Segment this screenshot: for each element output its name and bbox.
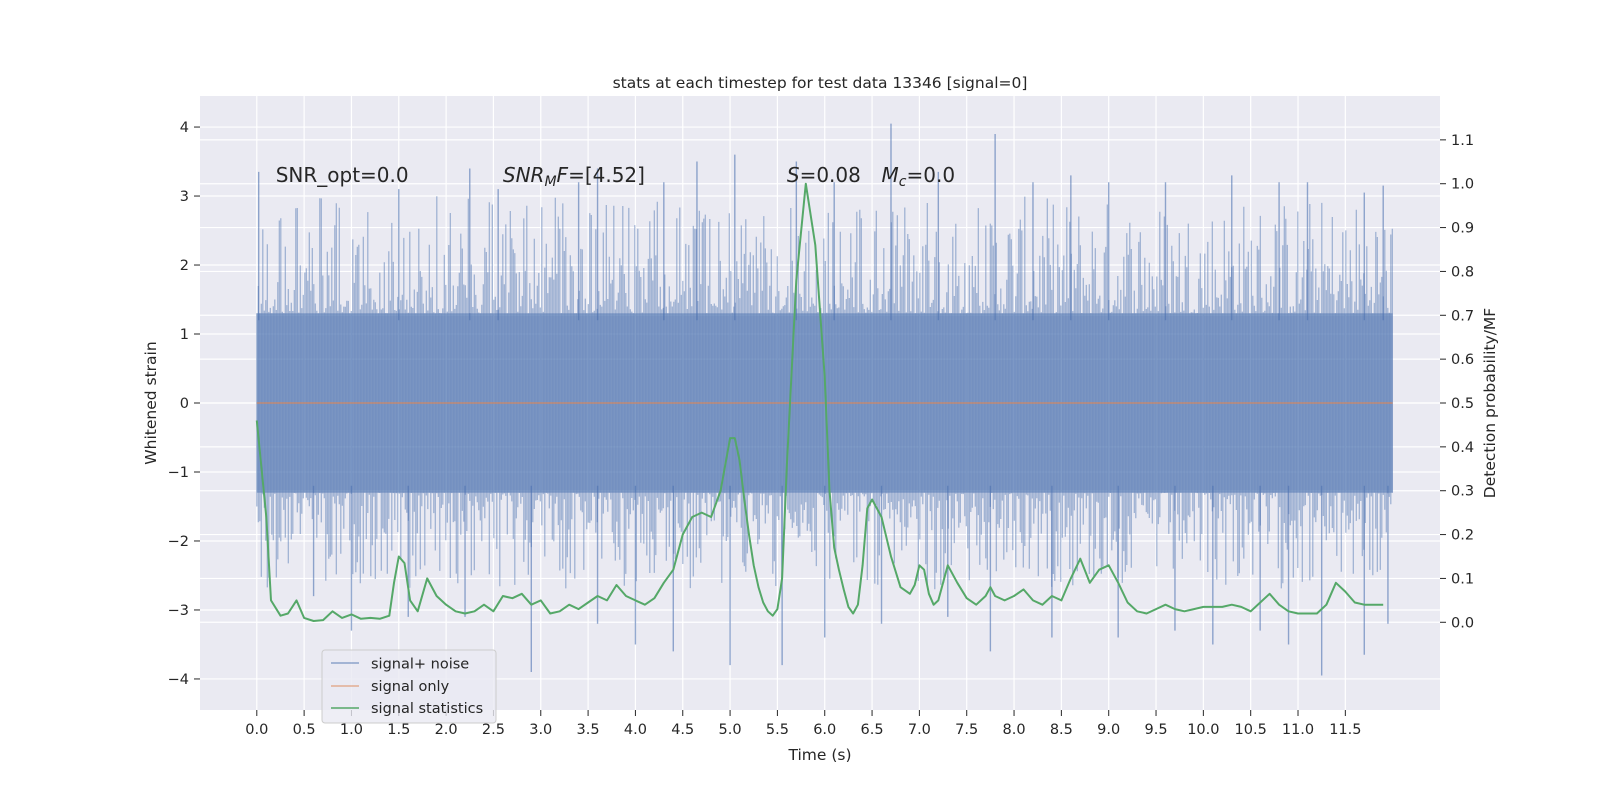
x-tick-label-2: 1.0 [340,722,363,738]
right-y-tick-label-8: 0.8 [1451,264,1474,280]
chart-title: stats at each timestep for test data 133… [613,74,1028,92]
annotation-0: SNR_opt=0.0 [276,163,409,187]
x-tick-label-1: 0.5 [293,722,316,738]
y-tick-label-7: 3 [180,189,189,205]
x-tick-label-6: 3.0 [529,722,552,738]
x-tick-label-10: 5.0 [719,722,742,738]
right-y-axis-label: Detection probability/MF [1481,308,1499,499]
y-tick-label-4: 0 [180,396,189,412]
right-y-tick-label-6: 0.6 [1451,352,1474,368]
y-tick-label-3: −1 [168,465,189,481]
x-tick-label-12: 6.0 [813,722,836,738]
y-tick-label-1: −3 [168,603,189,619]
x-tick-label-3: 1.5 [387,722,410,738]
right-y-tick-label-10: 1.0 [1451,177,1474,193]
x-tick-label-16: 8.0 [1003,722,1026,738]
noise-spikes [256,196,1393,590]
right-y-tick-label-9: 0.9 [1451,221,1474,237]
x-tick-label-4: 2.0 [435,722,458,738]
legend: signal+ noise signal only signal statist… [321,649,497,724]
x-tick-label-21: 10.5 [1235,722,1267,738]
right-y-tick-label-4: 0.4 [1451,440,1474,456]
x-tick-label-15: 7.5 [955,722,978,738]
x-tick-label-17: 8.5 [1050,722,1073,738]
legend-label-signal-noise: signal+ noise [371,657,469,673]
right-y-tick-label-1: 0.1 [1451,571,1474,587]
y-axis-ticks: −4 −3 −2 −1 0 1 2 3 4 [168,120,200,688]
legend-label-signal-only: signal only [371,679,450,695]
annotation-2: S=0.08 [787,163,861,187]
signal-statistics-trace [255,182,1384,622]
x-tick-label-13: 6.5 [861,722,884,738]
x-tick-label-23: 11.5 [1329,722,1361,738]
x-tick-label-9: 4.5 [671,722,694,738]
legend-label-signal-statistics: signal statistics [371,701,483,717]
x-tick-label-7: 3.5 [577,722,600,738]
legend-box [321,649,497,724]
x-tick-label-5: 2.5 [482,722,505,738]
x-tick-label-22: 11.0 [1282,722,1314,738]
annotation-1: SNRMF=[4.52] [503,163,645,190]
x-axis-ticks: 0.0 0.5 1.0 1.5 2.0 2.5 3.0 3.5 4.0 4.5 5.0 5.5 6.0 6… [245,710,1361,738]
x-tick-label-14: 7.0 [908,722,931,738]
y-tick-label-8: 4 [180,120,189,136]
right-y-tick-label-2: 0.2 [1451,528,1474,544]
y-tick-label-0: −4 [168,672,189,688]
y-tick-label-5: 1 [180,327,189,343]
annotations: SNR_opt=0.0 SNRMF=[4.52] S=0.08 Mc=0.0 [276,163,955,190]
x-tick-label-11: 5.5 [766,722,789,738]
right-y-tick-label-3: 0.3 [1451,484,1474,500]
annotation-3: Mc=0.0 [882,163,956,190]
x-axis-label: Time (s) [787,746,851,764]
right-y-tick-label-7: 0.7 [1451,308,1474,324]
x-tick-label-8: 4.0 [624,722,647,738]
x-tick-label-20: 10.0 [1187,722,1219,738]
right-y-tick-label-0: 0.0 [1451,615,1474,631]
y-tick-label-6: 2 [180,258,189,274]
signal-statistics-line [255,182,1384,622]
x-tick-label-19: 9.5 [1144,722,1167,738]
y-tick-label-2: −2 [168,534,189,550]
right-y-tick-label-5: 0.5 [1451,396,1474,412]
right-y-tick-label-11: 1.1 [1451,133,1474,149]
x-tick-label-0: 0.0 [245,722,268,738]
x-tick-label-18: 9.0 [1097,722,1120,738]
right-y-axis-ticks: 0.0 0.1 0.2 0.3 0.4 0.5 0.6 0.7 0.8 0.9 1.0 1.1 [1440,133,1474,631]
y-axis-label: Whitened strain [142,341,160,464]
